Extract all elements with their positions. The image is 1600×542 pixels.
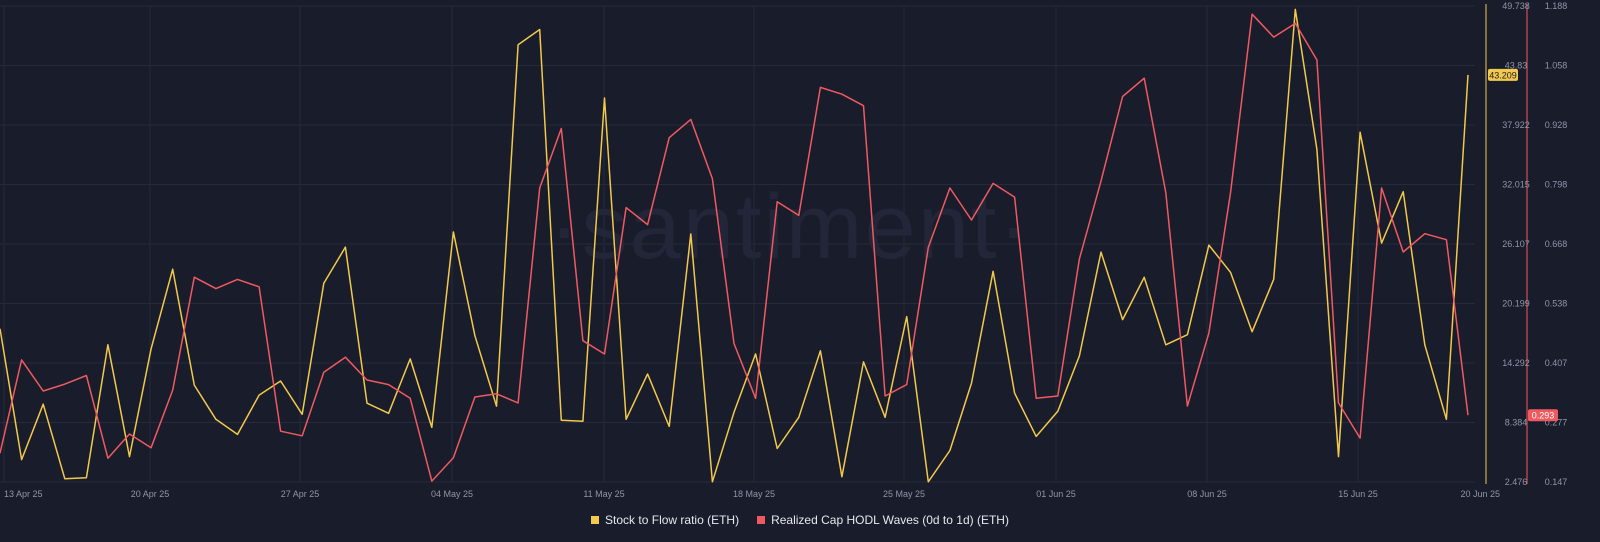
series-line-stock-to-flow — [0, 8, 1469, 483]
left-axis-tick-label: 43.83 — [1505, 61, 1528, 71]
x-tick-label: 04 May 25 — [431, 489, 473, 499]
current-value-badge-hodl-waves — [1528, 409, 1558, 422]
current-value-label-hodl-waves: 0.293 — [1532, 411, 1555, 421]
left-axis-tick-label: 37.922 — [1502, 120, 1530, 130]
x-tick-label: 18 May 25 — [733, 489, 775, 499]
legend-label-stock-to-flow: Stock to Flow ratio (ETH) — [605, 513, 740, 527]
left-axis-tick-label: 8.384 — [1505, 418, 1528, 428]
series-layer — [0, 8, 1469, 483]
value-labels: 43.209 0.293 — [1488, 68, 1558, 422]
current-value-badge-stock-to-flow — [1488, 68, 1518, 81]
legend-swatch-hodl-waves — [757, 516, 766, 524]
left-axis-tick-label: 20.199 — [1502, 299, 1530, 309]
right-axis-tick-label: 0.798 — [1545, 180, 1568, 190]
legend-swatch-stock-to-flow — [591, 516, 600, 524]
current-value-label-stock-to-flow: 43.209 — [1489, 70, 1517, 80]
x-tick-label: 20 Apr 25 — [131, 489, 170, 499]
axes: 13 Apr 25 20 Apr 25 27 Apr 25 04 May 25 11 M… — [4, 1, 1567, 499]
santiment-watermark: ·santiment· — [549, 176, 1031, 278]
left-axis-tick-label: 14.292 — [1502, 358, 1530, 368]
legend-item-stock-to-flow[interactable]: Stock to Flow ratio (ETH) — [591, 513, 739, 527]
legend: Stock to Flow ratio (ETH) Realized Cap H… — [0, 513, 1600, 527]
x-tick-label: 08 Jun 25 — [1187, 489, 1227, 499]
right-axis-tick-label: 0.668 — [1545, 239, 1568, 249]
right-axis-tick-label: 0.277 — [1545, 418, 1568, 428]
series-line-hodl-waves — [0, 13, 1469, 482]
left-axis-tick-label: 32.015 — [1502, 180, 1530, 190]
x-tick-label: 11 May 25 — [583, 489, 624, 499]
x-tick-label: 25 May 25 — [883, 489, 925, 499]
x-tick-label: 15 Jun 25 — [1338, 489, 1378, 499]
right-axis-tick-label: 0.538 — [1545, 299, 1568, 309]
left-axis-tick-label: 2.476 — [1505, 477, 1528, 487]
x-tick-label: 27 Apr 25 — [281, 489, 320, 499]
legend-item-hodl-waves[interactable]: Realized Cap HODL Waves (0d to 1d) (ETH) — [757, 513, 1009, 527]
right-axis-tick-label: 0.928 — [1545, 120, 1568, 130]
x-tick-label: 01 Jun 25 — [1036, 489, 1076, 499]
right-axis-tick-label: 1.058 — [1545, 61, 1568, 71]
x-tick-label: 20 Jun 25 — [1460, 489, 1500, 499]
right-axis-tick-label: 0.147 — [1545, 477, 1568, 487]
right-axis-tick-label: 0.407 — [1545, 358, 1568, 368]
right-axis-tick-label: 1.188 — [1545, 1, 1568, 11]
x-tick-label: 13 Apr 25 — [4, 489, 43, 499]
left-axis-tick-label: 26.107 — [1502, 239, 1530, 249]
left-axis-tick-label: 49.738 — [1502, 1, 1530, 11]
legend-label-hodl-waves: Realized Cap HODL Waves (0d to 1d) (ETH) — [771, 513, 1009, 527]
